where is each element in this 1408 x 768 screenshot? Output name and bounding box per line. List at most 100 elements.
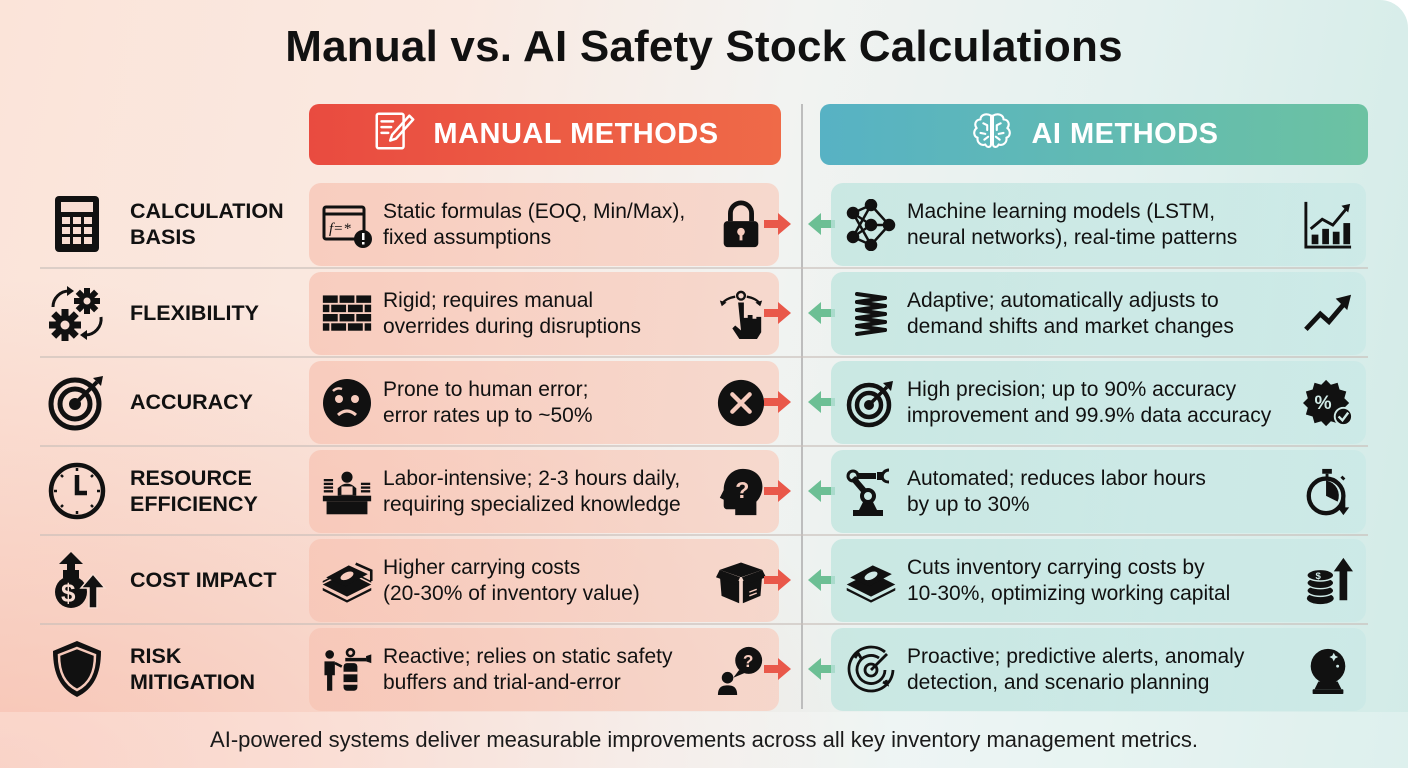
row-separator <box>40 356 1368 358</box>
ai-description: Automated; reduces labor hours by up to … <box>907 466 1206 516</box>
arrow-right-icon <box>764 391 791 413</box>
manual-description: Rigid; requires manual overrides during … <box>383 288 641 338</box>
target-icon <box>42 367 112 437</box>
calculator-icon <box>42 189 112 259</box>
arrow-right-icon <box>764 569 791 591</box>
row-resource-efficiency: RESOURCE EFFICIENCY Labor-intensive; 2-3… <box>40 449 1370 533</box>
row-separator <box>40 445 1368 447</box>
ai-card-resource-efficiency: Automated; reduces labor hours by up to … <box>831 450 1366 533</box>
manual-methods-header: MANUAL METHODS <box>309 104 781 165</box>
head-question-icon: ? <box>713 464 769 520</box>
crystal-ball-icon <box>1300 642 1356 698</box>
cash-stack-icon <box>319 553 375 609</box>
ai-card-flexibility: Adaptive; automatically adjusts to deman… <box>831 272 1366 355</box>
ai-description: Cuts inventory carrying costs by 10-30%,… <box>907 555 1231 605</box>
metric-label: FLEXIBILITY <box>130 301 259 325</box>
arrow-right-icon <box>764 480 791 502</box>
metric-risk-mitigation: RISK MITIGATION <box>40 627 305 711</box>
ai-description: Proactive; predictive alerts, anomaly de… <box>907 644 1245 694</box>
svg-text:?: ? <box>743 651 754 671</box>
arrow-left-icon <box>808 302 835 324</box>
padlock-icon <box>713 197 769 253</box>
row-calculation-basis: CALCULATION BASIS f=* Static formulas (E… <box>40 182 1370 266</box>
manual-card-cost-impact: Higher carrying costs (20-30% of invento… <box>309 539 779 622</box>
row-separator <box>40 267 1368 269</box>
person-question-bubble-icon: ? <box>713 642 769 698</box>
metric-resource-efficiency: RESOURCE EFFICIENCY <box>40 449 305 533</box>
arrow-left-icon <box>808 391 835 413</box>
manual-methods-label: MANUAL METHODS <box>433 118 719 150</box>
coins-up-arrow-icon: $ <box>1300 553 1356 609</box>
person-fire-extinguisher-icon <box>319 642 375 698</box>
x-circle-icon <box>713 375 769 431</box>
metric-label: RESOURCE EFFICIENCY <box>130 466 258 516</box>
manual-description: Labor-intensive; 2-3 hours daily, requir… <box>383 466 681 516</box>
metric-accuracy: ACCURACY <box>40 360 305 444</box>
svg-text:?: ? <box>735 476 749 502</box>
arrow-left-icon <box>808 213 835 235</box>
gears-cycle-icon <box>42 278 112 348</box>
metric-flexibility: FLEXIBILITY <box>40 271 305 355</box>
manual-card-resource-efficiency: Labor-intensive; 2-3 hours daily, requir… <box>309 450 779 533</box>
arrow-right-icon <box>764 302 791 324</box>
manual-description: Reactive; relies on static safety buffer… <box>383 644 673 694</box>
ai-card-cost-impact: Cuts inventory carrying costs by 10-30%,… <box>831 539 1366 622</box>
metric-calculation-basis: CALCULATION BASIS <box>40 182 305 266</box>
footer-caption: AI-powered systems deliver measurable im… <box>210 727 1198 752</box>
ai-description: High precision; up to 90% accuracy impro… <box>907 377 1272 427</box>
svg-text:%: % <box>1315 392 1332 413</box>
svg-text:$: $ <box>1316 571 1322 582</box>
ai-card-accuracy: High precision; up to 90% accuracy impro… <box>831 361 1366 444</box>
metric-label: CALCULATION BASIS <box>130 199 284 249</box>
page-title: Manual vs. AI Safety Stock Calculations <box>285 22 1123 71</box>
row-separator <box>40 623 1368 625</box>
manual-description: Higher carrying costs (20-30% of invento… <box>383 555 640 605</box>
manual-card-calculation-basis: f=* Static formulas (EOQ, Min/Max), fixe… <box>309 183 779 266</box>
footer-band <box>0 712 1408 768</box>
row-cost-impact: $ COST IMPACT Higher carrying costs (20-… <box>40 538 1370 622</box>
arrow-left-icon <box>808 480 835 502</box>
notepad-pencil-icon <box>371 108 417 162</box>
ai-description: Adaptive; automatically adjusts to deman… <box>907 288 1234 338</box>
worried-face-icon <box>319 375 375 431</box>
percent-badge-check-icon: % <box>1300 375 1356 431</box>
manual-description: Prone to human error; error rates up to … <box>383 377 593 427</box>
ai-methods-label: AI METHODS <box>1031 118 1219 150</box>
shield-icon <box>42 634 112 704</box>
row-accuracy: ACCURACY Prone to human error; error rat… <box>40 360 1370 444</box>
trend-up-arrow-icon <box>1300 286 1356 342</box>
person-desk-papers-icon <box>319 464 375 520</box>
ai-description: Machine learning models (LSTM, neural ne… <box>907 199 1238 249</box>
radar-icon <box>843 642 899 698</box>
ai-card-risk-mitigation: Proactive; predictive alerts, anomaly de… <box>831 628 1366 711</box>
metric-label: RISK MITIGATION <box>130 644 256 694</box>
column-divider <box>801 104 803 709</box>
row-flexibility: FLEXIBILITY Rigid; requires manual overr… <box>40 271 1370 355</box>
arrow-right-icon <box>764 658 791 680</box>
ai-card-calculation-basis: Machine learning models (LSTM, neural ne… <box>831 183 1366 266</box>
stopwatch-down-icon <box>1300 464 1356 520</box>
clock-icon <box>42 456 112 526</box>
arrow-right-icon <box>764 213 791 235</box>
row-separator <box>40 534 1368 536</box>
svg-text:$: $ <box>61 578 76 608</box>
open-box-icon <box>713 553 769 609</box>
svg-text:f=*: f=* <box>329 221 351 237</box>
metric-cost-impact: $ COST IMPACT <box>40 538 305 622</box>
brain-icon <box>969 108 1015 162</box>
bar-chart-trend-icon <box>1300 197 1356 253</box>
arrow-left-icon <box>808 658 835 680</box>
ai-methods-header: AI METHODS <box>820 104 1368 165</box>
brick-wall-icon <box>319 286 375 342</box>
formula-warning-icon: f=* <box>319 197 375 253</box>
manual-card-flexibility: Rigid; requires manual overrides during … <box>309 272 779 355</box>
robot-arm-icon <box>843 464 899 520</box>
neural-network-icon <box>843 197 899 253</box>
hand-pointer-icon <box>713 286 769 342</box>
money-bag-up-icon: $ <box>42 545 112 615</box>
arrow-left-icon <box>808 569 835 591</box>
metric-label: ACCURACY <box>130 390 254 414</box>
target-arrow-icon <box>843 375 899 431</box>
metric-label: COST IMPACT <box>130 568 277 592</box>
